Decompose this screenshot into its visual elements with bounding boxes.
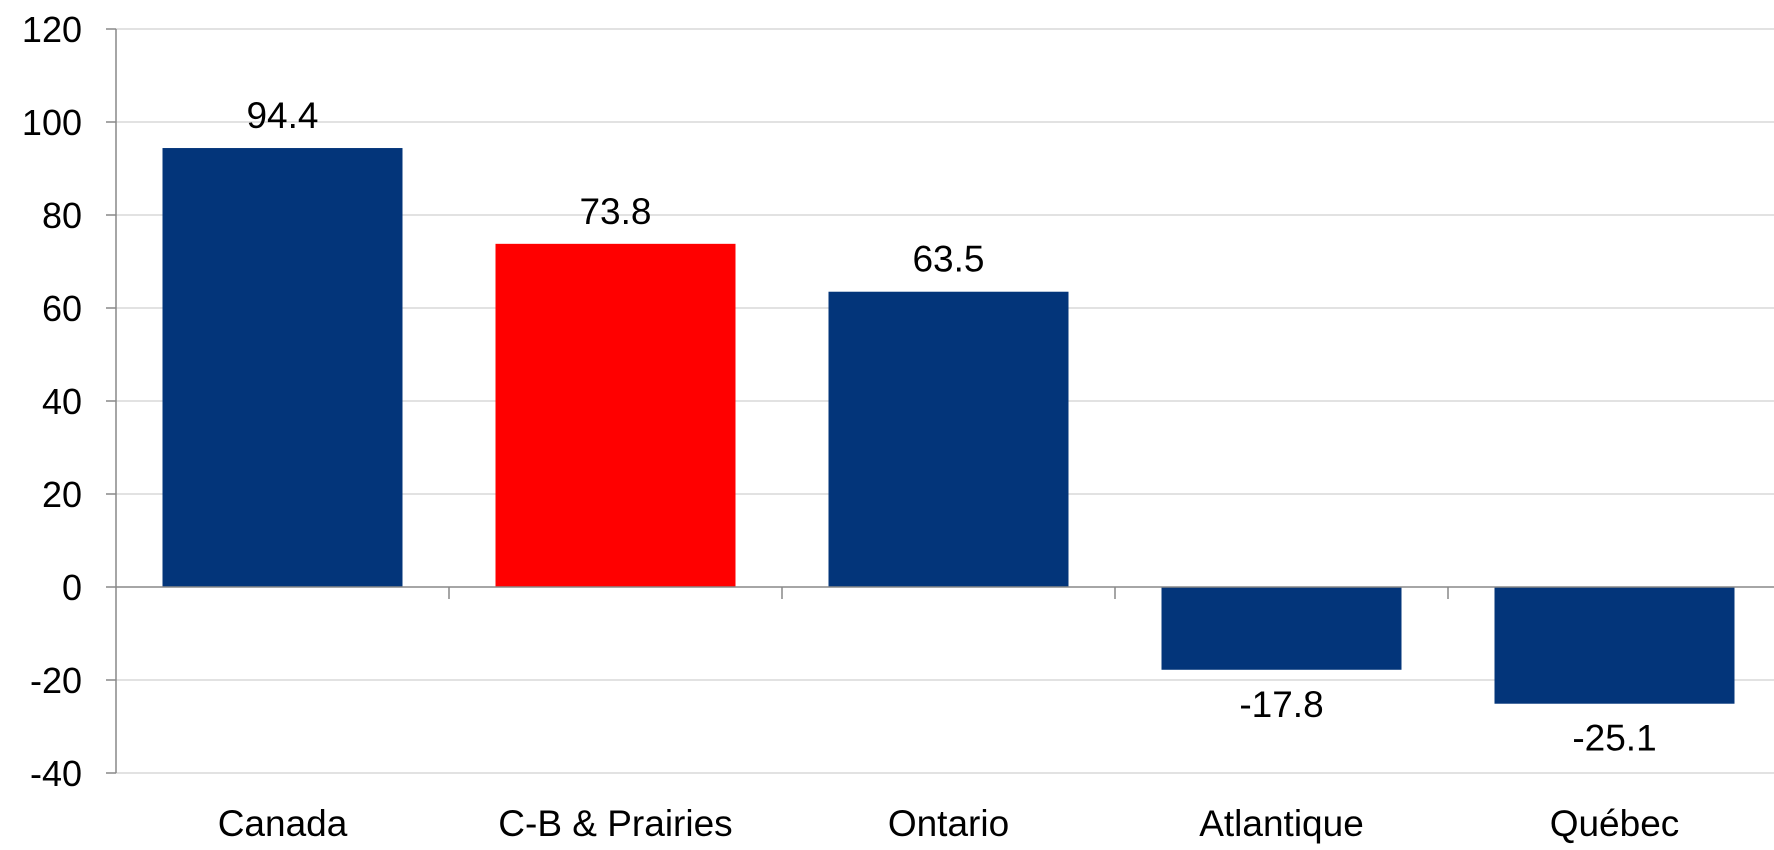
- x-tick-labels: Canada C-B & Prairies Ontario Atlantique Qué…: [218, 803, 1680, 844]
- data-labels: 94.4 73.8 63.5 -17.8 -25.1: [246, 95, 1656, 759]
- y-tick-labels: -40 -20 0 20 40 60 80 100 120: [22, 9, 82, 794]
- bar: [162, 148, 403, 588]
- bar: [495, 243, 736, 587]
- axes: [106, 28, 1774, 774]
- x-tick-label: Atlantique: [1199, 803, 1364, 844]
- data-label: 73.8: [579, 191, 651, 232]
- data-label: -17.8: [1239, 684, 1323, 725]
- y-tick-label: -40: [30, 753, 82, 794]
- x-tick-label: Canada: [218, 803, 348, 844]
- bar: [828, 291, 1069, 587]
- y-tick-label: 120: [22, 9, 82, 50]
- data-label: 63.5: [912, 239, 984, 280]
- bar: [1494, 587, 1735, 704]
- data-label: 94.4: [246, 95, 318, 136]
- x-tick-label: C-B & Prairies: [498, 803, 732, 844]
- y-tick-label: 60: [42, 288, 82, 329]
- x-tick-label: Québec: [1550, 803, 1680, 844]
- bars: [162, 148, 1735, 704]
- y-tick-label: 40: [42, 381, 82, 422]
- y-tick-label: 80: [42, 195, 82, 236]
- x-tick-label: Ontario: [888, 803, 1009, 844]
- y-tick-label: 20: [42, 474, 82, 515]
- y-tick-label: -20: [30, 660, 82, 701]
- y-tick-label: 100: [22, 102, 82, 143]
- y-tick-label: 0: [62, 567, 82, 608]
- data-label: -25.1: [1572, 718, 1656, 759]
- bar: [1161, 587, 1402, 670]
